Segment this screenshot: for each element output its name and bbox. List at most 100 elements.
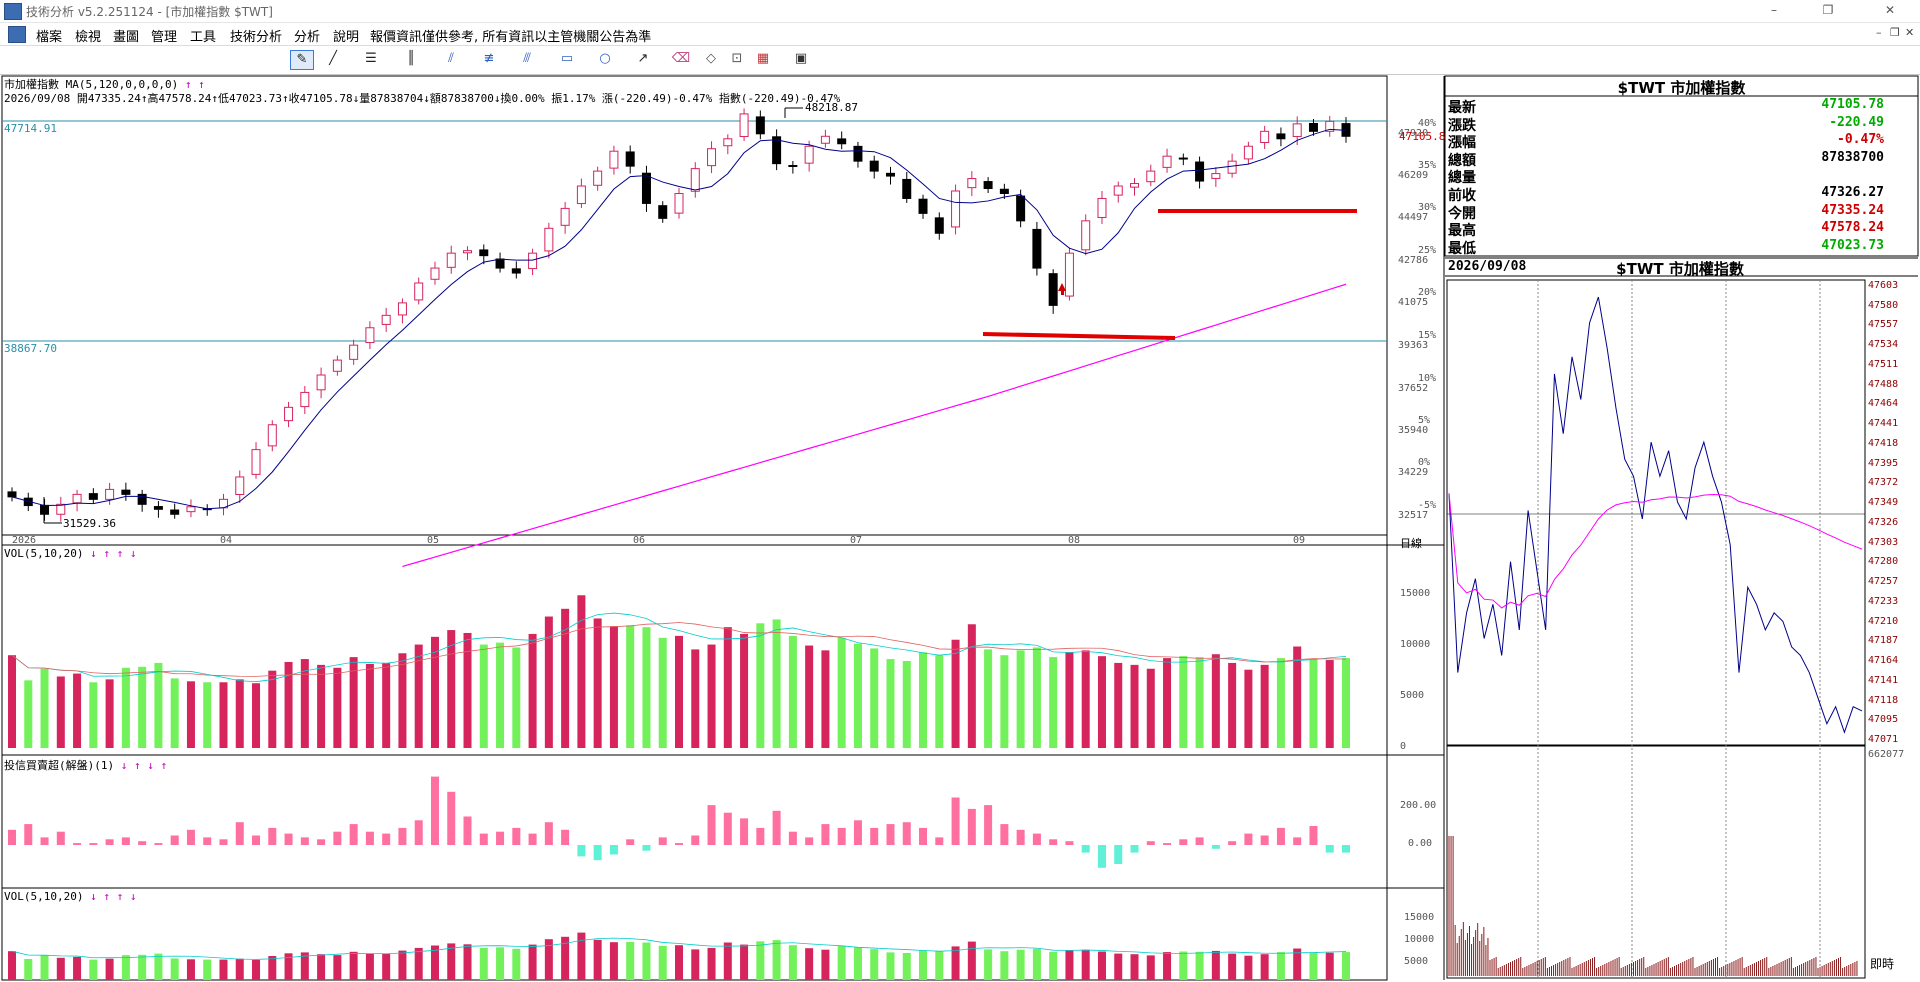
vol2-axis-label: 15000: [1404, 912, 1435, 923]
minimize-button[interactable]: –: [1771, 3, 1777, 17]
volume2-bar: [203, 959, 212, 980]
intraday-avg-line: [1448, 493, 1863, 609]
quote-label: 漲跌: [1448, 117, 1476, 134]
eraser-all-icon[interactable]: ◇: [706, 51, 716, 66]
axis-mode[interactable]: 日線: [1400, 537, 1422, 550]
volume-bar: [593, 618, 602, 748]
inst-net-bar: [544, 822, 553, 845]
inst-net-bar: [203, 837, 212, 845]
volume2-bars: [8, 932, 1350, 980]
parallel-lines-icon[interactable]: ║: [407, 51, 415, 66]
volume2-bar: [1114, 953, 1123, 980]
candle-body: [967, 178, 977, 189]
line-icon[interactable]: ╱: [329, 51, 337, 66]
mdi-close-button[interactable]: ✕: [1905, 26, 1915, 39]
volume-bar: [1146, 668, 1155, 748]
volume2-bar: [788, 945, 797, 980]
menu-view[interactable]: 檢視: [75, 30, 102, 45]
menu-manage[interactable]: 管理: [151, 30, 178, 45]
volume-bar: [1065, 652, 1074, 748]
intraday-price-label: 47488: [1868, 378, 1899, 390]
candle-body: [1211, 173, 1221, 179]
volume2-bar: [675, 945, 683, 980]
volume2-bar: [56, 957, 65, 980]
candle-body: [528, 252, 538, 270]
fan-icon[interactable]: ⫽: [448, 51, 454, 66]
menu-help[interactable]: 說明: [333, 30, 360, 45]
volume-bar: [870, 648, 879, 748]
support-line-low[interactable]: [982, 332, 1176, 340]
save-icon[interactable]: ▣: [794, 51, 808, 66]
mdi-minimize-button[interactable]: –: [1876, 26, 1882, 39]
inst-net-bar: [105, 839, 114, 845]
eraser-icon[interactable]: ⌫: [671, 51, 691, 66]
ref-high-label: 47714.91: [4, 122, 57, 135]
inst-net-bar: [1244, 833, 1253, 845]
volume-bar: [24, 680, 33, 748]
volume-bar: [40, 668, 49, 748]
quote-value: 87838700: [1821, 149, 1884, 165]
inst-net-bar: [1293, 837, 1302, 845]
volume-bar: [1114, 662, 1123, 748]
arrow-icon[interactable]: ↗: [637, 51, 649, 66]
volume-bar: [707, 644, 716, 748]
main-header-arrows[interactable]: ↑ ↑: [184, 78, 205, 91]
candle-body: [1243, 145, 1253, 160]
volume2-bar: [398, 950, 407, 980]
chart-area[interactable]: [0, 75, 1920, 982]
channel-icon[interactable]: ⫻: [523, 51, 531, 66]
maximize-button[interactable]: ❐: [1822, 3, 1834, 17]
volume-bar: [1032, 647, 1041, 748]
volume-bar: [365, 663, 374, 748]
volume2-bar: [1179, 951, 1188, 980]
rectangle-icon[interactable]: ▭: [560, 51, 574, 66]
ellipse-icon[interactable]: ○: [599, 51, 611, 66]
close-button[interactable]: ✕: [1884, 3, 1896, 17]
menu-draw[interactable]: 畫圖: [113, 30, 140, 45]
menu-analysis[interactable]: 分析: [294, 30, 321, 45]
intraday-price-label: 47118: [1868, 694, 1899, 706]
volume-bar: [577, 595, 586, 748]
intraday-price-label: 47580: [1868, 299, 1899, 311]
menu-technical[interactable]: 技術分析: [230, 30, 283, 45]
candle-body: [788, 165, 798, 168]
mdi-restore-button[interactable]: ❐: [1890, 26, 1900, 39]
candle-body: [349, 344, 359, 360]
volume-bar: [430, 636, 439, 748]
volume2-bar: [1342, 952, 1350, 980]
candle-body: [397, 302, 407, 316]
inst-net-bar: [1000, 824, 1009, 845]
volume2-bar: [73, 956, 82, 980]
fib-retrace-icon[interactable]: ≢: [483, 51, 495, 66]
volume2-bar: [512, 948, 521, 980]
trendline-icon[interactable]: ☰: [365, 51, 377, 66]
volume2-bar: [853, 947, 862, 980]
volume2-bar: [772, 940, 781, 980]
volume-bar: [1130, 664, 1139, 748]
intraday-price-label: 47187: [1868, 635, 1899, 647]
mdi-chart-icon[interactable]: [8, 26, 26, 43]
inst-net-bar: [1260, 835, 1269, 845]
palette-icon[interactable]: ▦: [756, 51, 770, 66]
inst-net-bar: [56, 831, 65, 845]
candle-body: [88, 493, 98, 500]
volume2-bar: [430, 945, 439, 980]
volume2-bar: [138, 954, 147, 980]
inst-net-bar: [138, 841, 147, 845]
intraday-mode[interactable]: 即時: [1870, 957, 1895, 971]
volume-bar: [740, 633, 749, 748]
pointer-icon[interactable]: ✎: [290, 50, 314, 70]
menu-file[interactable]: 檔案: [36, 30, 63, 45]
menu-tools[interactable]: 工具: [190, 30, 217, 45]
zoom-icon[interactable]: ⊡: [731, 51, 743, 66]
inst-net-bar: [1342, 845, 1350, 853]
volume-bar: [1260, 664, 1269, 748]
inst-net-bar: [317, 839, 326, 845]
intraday-price-label: 47349: [1868, 497, 1899, 509]
volume2-bar: [1228, 953, 1237, 980]
vol-arrows[interactable]: ↓ ↑ ↑ ↓: [90, 547, 137, 560]
vol2-arrows[interactable]: ↓ ↑ ↑ ↓: [90, 890, 137, 903]
inst-arrows[interactable]: ↓ ↑ ↓ ↑: [120, 759, 168, 772]
intraday-date: 2026/09/08: [1448, 259, 1527, 274]
inst-net-bar: [805, 837, 814, 845]
